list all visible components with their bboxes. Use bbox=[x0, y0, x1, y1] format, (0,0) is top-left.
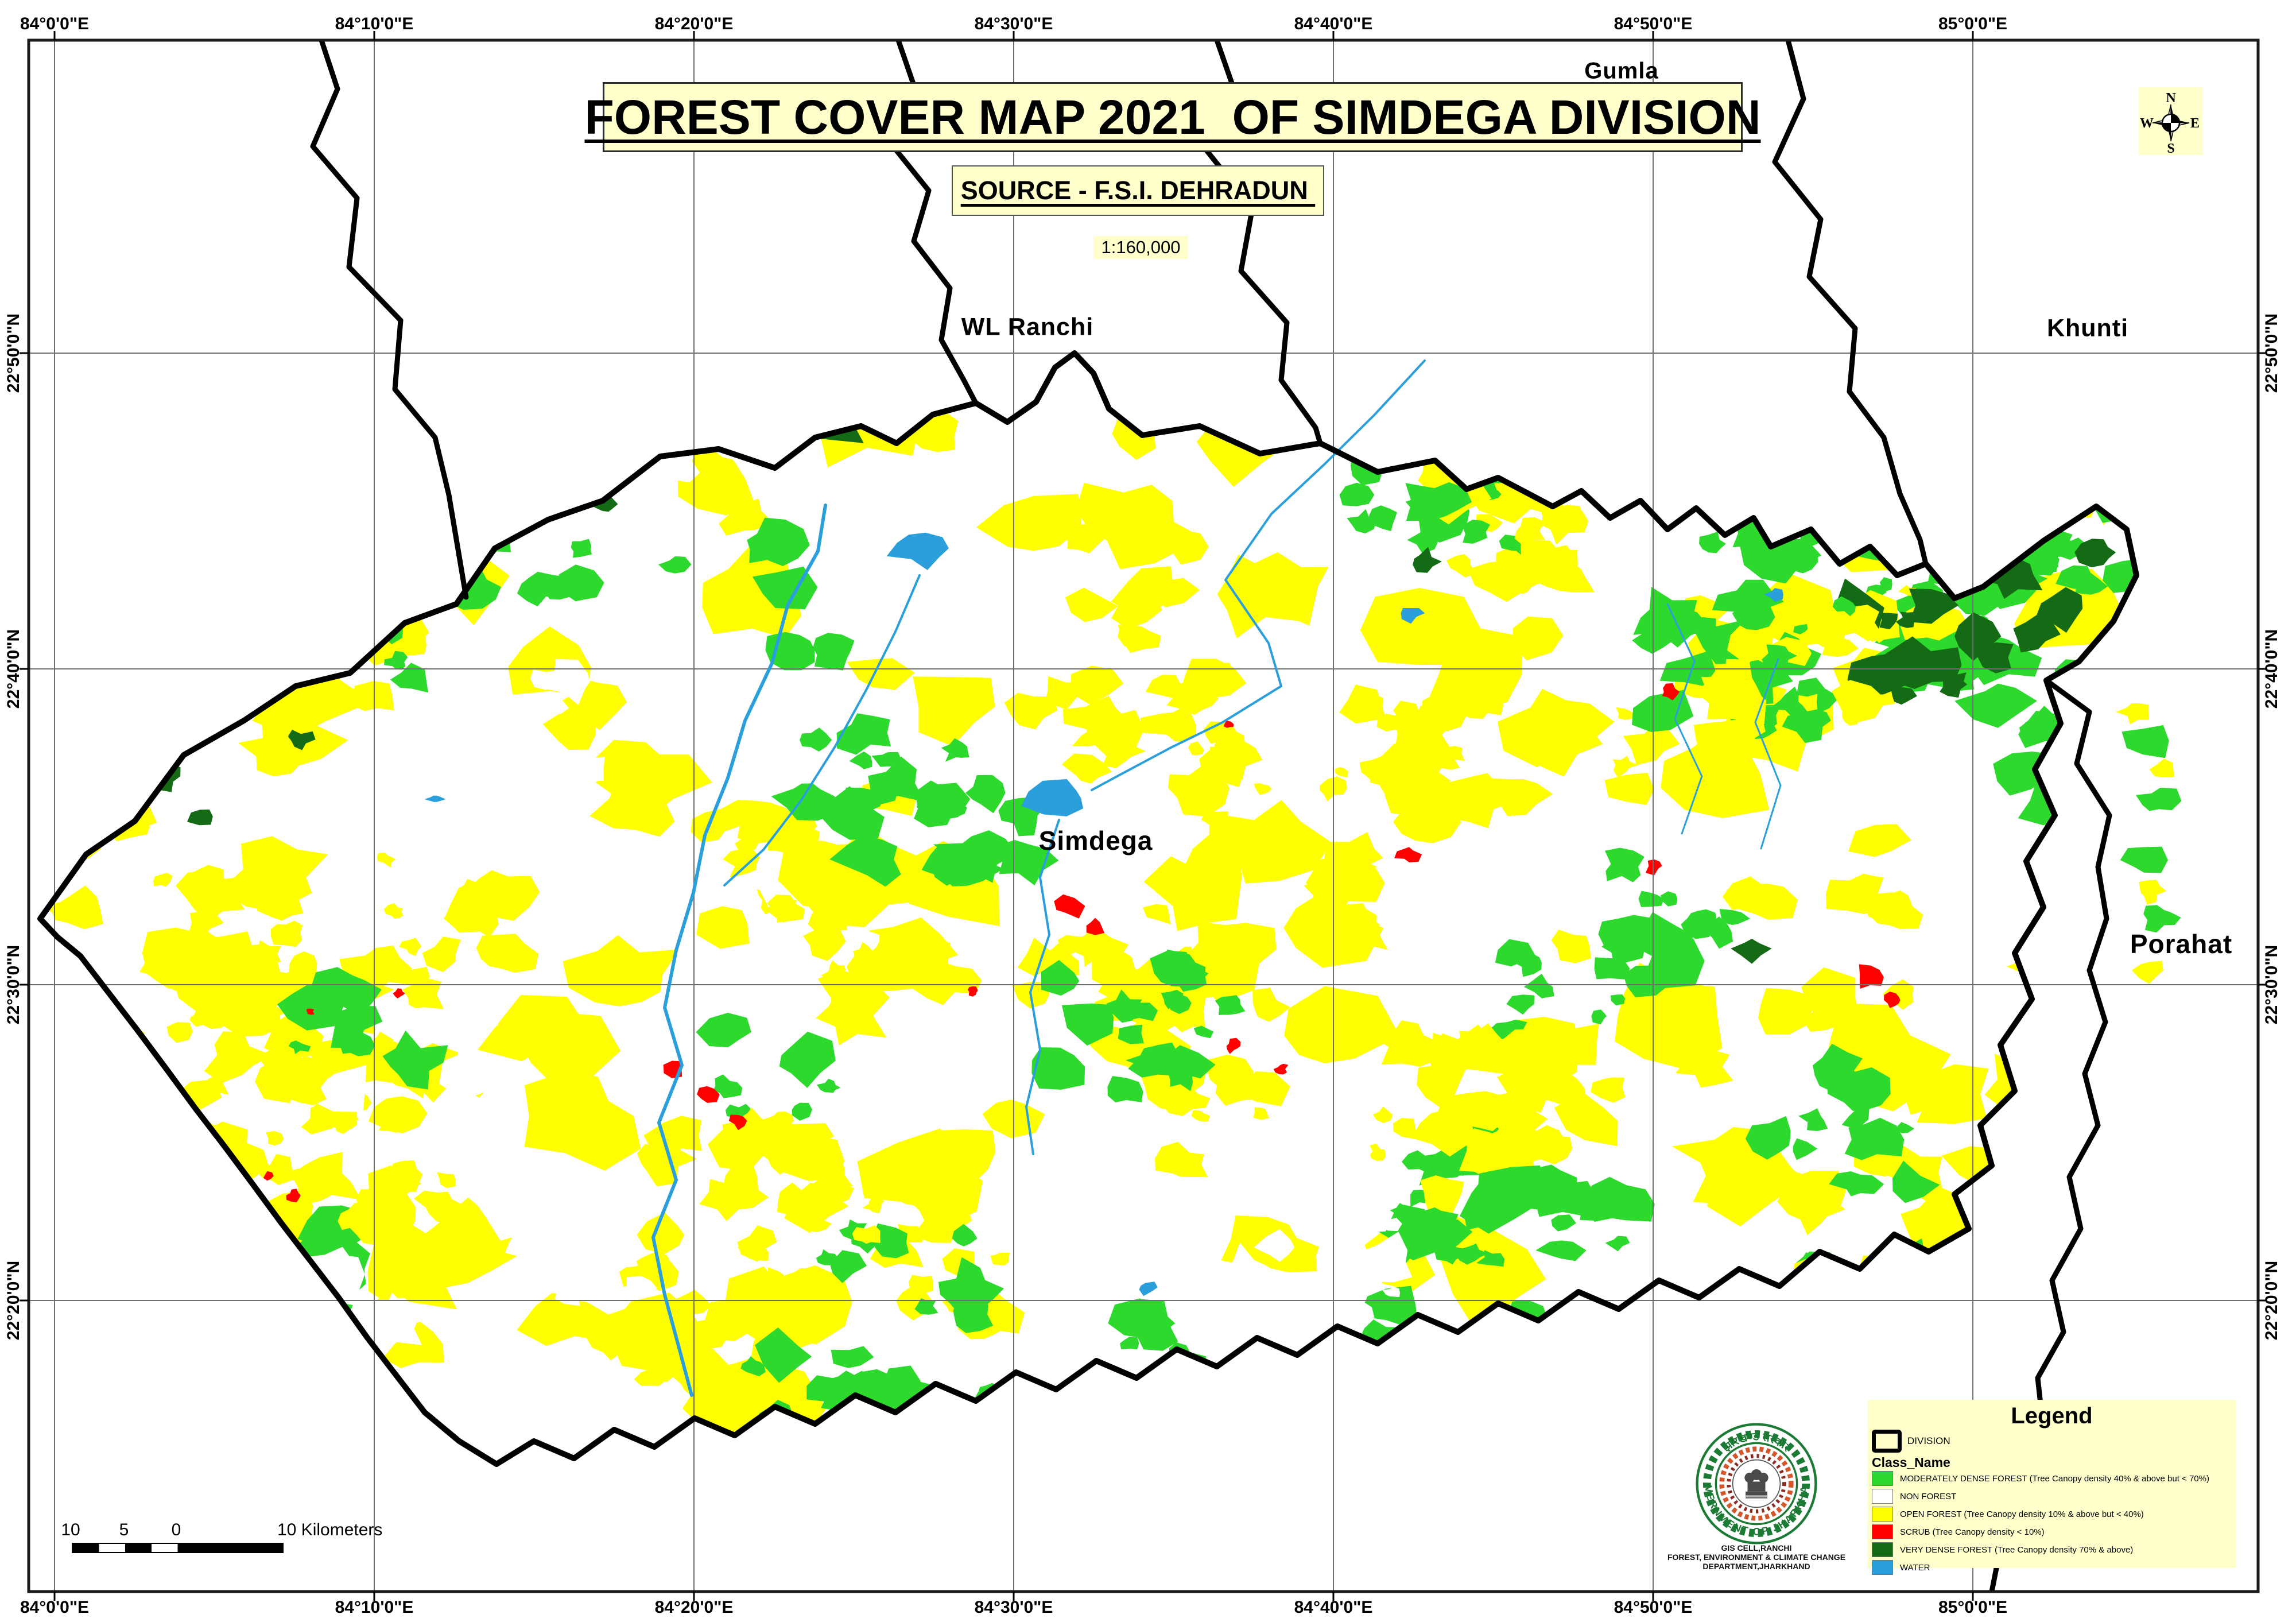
compass-north-label: N bbox=[2166, 91, 2176, 106]
legend-label-4: VERY DENSE FOREST (Tree Canopy density 7… bbox=[1900, 1544, 2134, 1555]
scalebar-tick-10: 10 bbox=[61, 1520, 80, 1539]
credits: GIS CELL,RANCHI FOREST, ENVIRONMENT & CL… bbox=[1665, 1543, 1848, 1571]
credit-line-1: GIS CELL,RANCHI bbox=[1721, 1543, 1792, 1553]
legend-swatch-3 bbox=[1872, 1524, 1893, 1539]
region-label-porahat: Porahat bbox=[2130, 929, 2233, 959]
scalebar-tick-0: 0 bbox=[171, 1520, 181, 1539]
lon-label-bottom-6: 85°0'0"E bbox=[1938, 1598, 2008, 1617]
scalebar-bar bbox=[72, 1543, 284, 1553]
legend: Legend DIVISION Class_Name MODERATELY DE… bbox=[1867, 1400, 2236, 1575]
scalebar-unit: 10 Kilometers bbox=[277, 1520, 383, 1539]
legend-title: Legend bbox=[2011, 1403, 2093, 1429]
credit-line-2: FOREST, ENVIRONMENT & CLIMATE CHANGE bbox=[1667, 1553, 1846, 1562]
legend-row-0: MODERATELY DENSE FOREST (Tree Canopy den… bbox=[1872, 1471, 2209, 1486]
lon-label-bottom-4: 84°40'0"E bbox=[1294, 1598, 1373, 1617]
lon-label-bottom-1: 84°10'0"E bbox=[335, 1598, 414, 1617]
lon-label-bottom-2: 84°20'0"E bbox=[654, 1598, 734, 1617]
legend-row-3: SCRUB (Tree Canopy density < 10%) bbox=[1872, 1524, 2045, 1539]
legend-row-4: VERY DENSE FOREST (Tree Canopy density 7… bbox=[1872, 1542, 2133, 1557]
legend-label-5: WATER bbox=[1900, 1562, 1930, 1573]
compass-east-label: E bbox=[2190, 116, 2200, 131]
lon-label-top-1: 84°10'0"E bbox=[335, 14, 414, 33]
legend-label-0: MODERATELY DENSE FOREST (Tree Canopy den… bbox=[1900, 1473, 2209, 1484]
lat-label-left-2: 22°30'0"N bbox=[4, 944, 23, 1025]
map-title: FOREST COVER MAP 2021 OF SIMDEGA DIVISIO… bbox=[584, 90, 1761, 144]
legend-swatch-2 bbox=[1872, 1507, 1893, 1522]
lon-label-bottom-0: 84°0'0"E bbox=[20, 1598, 90, 1617]
legend-row-5: WATER bbox=[1872, 1560, 1930, 1575]
scale-ratio: 1:160,000 bbox=[1093, 236, 1188, 259]
lat-label-left-3: 22°20'0"N bbox=[4, 1260, 23, 1341]
legend-swatch-4 bbox=[1872, 1542, 1893, 1557]
lat-label-right-1: 22°40'0"N bbox=[2262, 629, 2281, 709]
compass-west-label: W bbox=[2140, 116, 2154, 131]
lat-label-right-3: 22°20'0"N bbox=[2262, 1260, 2281, 1341]
legend-swatch-0 bbox=[1872, 1471, 1893, 1486]
division-swatch bbox=[1872, 1430, 1902, 1453]
map-title-banner: FOREST COVER MAP 2021 OF SIMDEGA DIVISIO… bbox=[584, 82, 1761, 152]
legend-class-header: Class_Name bbox=[1872, 1455, 1950, 1470]
source-banner: SOURCE - F.S.I. DEHRADUN bbox=[952, 165, 1324, 216]
lat-label-left-1: 22°40'0"N bbox=[4, 629, 23, 709]
legend-row-2: OPEN FOREST (Tree Canopy density 10% & a… bbox=[1872, 1507, 2144, 1522]
lon-label-top-5: 84°50'0"E bbox=[1614, 14, 1693, 33]
region-label-simdega: Simdega bbox=[1038, 826, 1153, 855]
lat-label-left-0: 22°50'0"N bbox=[4, 313, 23, 393]
lon-label-top-2: 84°20'0"E bbox=[654, 14, 734, 33]
lon-label-top-6: 85°0'0"E bbox=[1938, 14, 2008, 33]
ashoka-lion-capital-icon bbox=[1744, 1469, 1768, 1499]
legend-swatch-1 bbox=[1872, 1489, 1893, 1504]
compass-south-label: S bbox=[2167, 141, 2174, 155]
region-label-khunti: Khunti bbox=[2046, 314, 2129, 342]
government-of-jharkhand-emblem: GOVERNMENT OF JHARKHAND झारखण्ड सरकार bbox=[1696, 1423, 1817, 1544]
lon-label-top-3: 84°30'0"E bbox=[974, 14, 1053, 33]
region-label-gumla: Gumla bbox=[1584, 58, 1659, 84]
division-label: DIVISION bbox=[1907, 1435, 1950, 1446]
lat-label-right-2: 22°30'0"N bbox=[2262, 944, 2281, 1025]
legend-swatch-5 bbox=[1872, 1560, 1893, 1575]
scalebar-tick-5: 5 bbox=[119, 1520, 129, 1539]
legend-row-1: NON FOREST bbox=[1872, 1489, 1956, 1504]
legend-label-1: NON FOREST bbox=[1900, 1491, 1957, 1501]
legend-label-3: SCRUB (Tree Canopy density < 10%) bbox=[1900, 1527, 2045, 1537]
legend-division-row: DIVISION bbox=[1872, 1430, 1950, 1453]
lon-label-top-0: 84°0'0"E bbox=[20, 14, 90, 33]
lon-label-top-4: 84°40'0"E bbox=[1294, 14, 1373, 33]
credit-line-3: DEPARTMENT,JHARKHAND bbox=[1702, 1562, 1810, 1571]
compass-rose-icon: N S W E bbox=[2139, 87, 2203, 155]
lat-label-right-0: 22°50'0"N bbox=[2262, 313, 2281, 393]
lon-label-bottom-5: 84°50'0"E bbox=[1614, 1598, 1693, 1617]
region-label-wl-ranchi: WL Ranchi bbox=[961, 313, 1094, 341]
legend-label-2: OPEN FOREST (Tree Canopy density 10% & a… bbox=[1900, 1509, 2144, 1519]
source-text: SOURCE - F.S.I. DEHRADUN bbox=[960, 176, 1316, 205]
lon-label-bottom-3: 84°30'0"E bbox=[974, 1598, 1053, 1617]
